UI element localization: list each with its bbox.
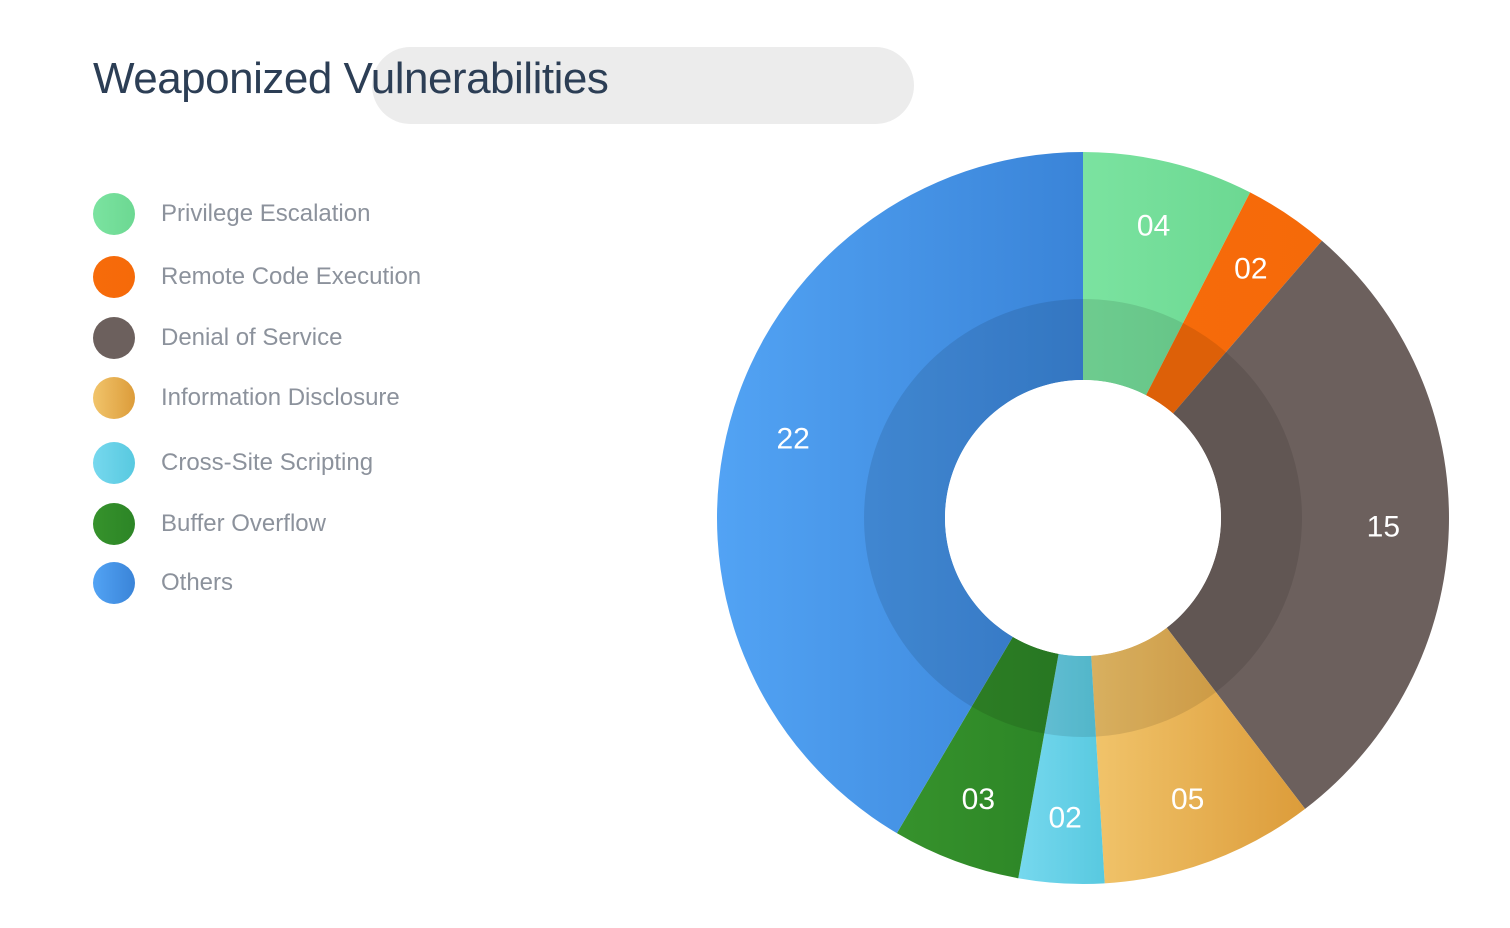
legend-swatch-denial-of-service: [93, 317, 135, 359]
legend-label: Privilege Escalation: [161, 200, 371, 227]
slice-inner-band-remote-code-execution: [1146, 323, 1226, 414]
donut-hole: [945, 380, 1221, 656]
slice-inner-band-buffer-overflow: [971, 636, 1059, 734]
legend-item-remote-code-execution: Remote Code Execution: [93, 255, 421, 299]
slice-cross-site-scripting: [1018, 653, 1105, 884]
legend-item-privilege-escalation: Privilege Escalation: [93, 192, 370, 236]
legend-item-others: Others: [93, 561, 233, 605]
slice-denial-of-service: [1166, 240, 1449, 809]
slice-value-label: 22: [776, 422, 809, 455]
legend-label: Others: [161, 569, 234, 596]
legend-item-cross-site-scripting: Cross-Site Scripting: [93, 441, 373, 485]
slice-value-label: 04: [1137, 209, 1170, 242]
slice-inner-band-privilege-escalation: [1083, 299, 1184, 396]
slice-inner-band-cross-site-scripting: [1044, 653, 1096, 737]
legend-label: Cross-Site Scripting: [161, 449, 374, 476]
legend-label: Denial of Service: [161, 324, 343, 351]
title-highlight-pill: [372, 47, 914, 124]
legend-swatch-buffer-overflow: [93, 503, 135, 545]
slice-privilege-escalation: [1083, 152, 1251, 396]
slice-value-label: 05: [1171, 783, 1204, 816]
slice-remote-code-execution: [1146, 192, 1322, 414]
legend-label: Buffer Overflow: [161, 510, 326, 537]
legend-swatch-remote-code-execution: [93, 256, 135, 298]
legend-label: Information Disclosure: [161, 384, 400, 411]
legend-swatch-cross-site-scripting: [93, 442, 135, 484]
legend-item-denial-of-service: Denial of Service: [93, 316, 342, 360]
slice-others: [717, 152, 1083, 834]
legend-swatch-privilege-escalation: [93, 193, 135, 235]
chart-title: Weaponized Vulnerabilities: [93, 54, 609, 103]
legend-swatch-others: [93, 562, 135, 604]
slice-buffer-overflow: [896, 636, 1059, 879]
slice-value-label: 15: [1367, 510, 1400, 543]
slice-inner-band-denial-of-service: [1166, 352, 1302, 693]
slice-value-label: 03: [962, 783, 995, 816]
legend-label: Remote Code Execution: [161, 263, 422, 290]
slice-inner-band-information-disclosure: [1091, 627, 1216, 737]
slice-information-disclosure: [1091, 627, 1306, 884]
legend-swatch-information-disclosure: [93, 377, 135, 419]
slice-value-label: 02: [1049, 801, 1082, 834]
slice-value-label: 02: [1234, 252, 1267, 285]
legend-item-information-disclosure: Information Disclosure: [93, 376, 400, 420]
slice-inner-band-others: [864, 299, 1083, 707]
legend-item-buffer-overflow: Buffer Overflow: [93, 502, 326, 546]
